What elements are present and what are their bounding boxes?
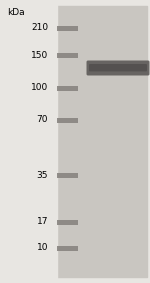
Text: kDa: kDa (8, 8, 25, 17)
Text: 17: 17 (36, 218, 48, 226)
Bar (57, 117, 78, 123)
Text: 70: 70 (36, 115, 48, 125)
FancyBboxPatch shape (89, 64, 147, 71)
Bar (57, 85, 78, 91)
Text: 100: 100 (31, 83, 48, 93)
Bar (57, 245, 78, 250)
Bar (57, 173, 78, 177)
Text: 210: 210 (31, 23, 48, 33)
Text: 35: 35 (36, 170, 48, 179)
Bar (57, 25, 78, 31)
Bar (57, 220, 78, 224)
Text: 150: 150 (31, 50, 48, 59)
FancyBboxPatch shape (87, 61, 150, 76)
Text: 10: 10 (36, 243, 48, 252)
Bar (57, 53, 78, 57)
